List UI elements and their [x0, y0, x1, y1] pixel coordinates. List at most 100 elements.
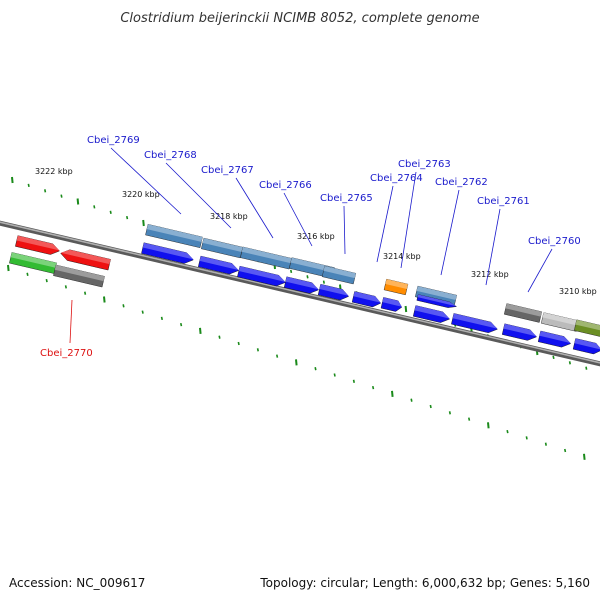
gene-block-orange-shine — [385, 279, 408, 289]
gene-label-cbei-2767[interactable]: Cbei_2767 — [201, 165, 254, 176]
cds-arrow[interactable] — [501, 323, 538, 342]
scale-label: 3218 kbp — [210, 212, 248, 221]
inner-scale-tick — [218, 335, 221, 339]
backbone-highlight — [0, 221, 600, 364]
cds-arrow[interactable] — [451, 313, 498, 334]
gene-label-cbei-2769[interactable]: Cbei_2769 — [87, 135, 140, 146]
scale-label: 3212 kbp — [471, 270, 509, 279]
outer-scale-tick — [306, 275, 309, 279]
gene-block-gray-shine — [54, 264, 105, 282]
outer-scale-tick — [93, 205, 96, 209]
inner-scale-tick — [352, 379, 355, 383]
gene-label-cbei-2764[interactable]: Cbei_2764 — [370, 173, 423, 184]
gene-block-red[interactable] — [59, 248, 111, 271]
gene-block-blue-shine — [202, 238, 243, 253]
cds-arrow[interactable] — [198, 255, 239, 276]
gene-block-blue[interactable] — [240, 246, 292, 270]
inner-scale-tick — [564, 448, 567, 453]
gene-features — [9, 224, 600, 355]
outer-scale-tick — [568, 361, 571, 365]
gene-label-cbei-2763[interactable]: Cbei_2763 — [398, 159, 451, 170]
cds-arrow-shine — [285, 276, 319, 290]
inner-scale-tick — [468, 417, 471, 421]
gene-block-gray[interactable] — [53, 264, 105, 288]
cds-arrow-shine — [574, 338, 600, 350]
gene-leader-line — [69, 299, 73, 344]
outer-scale-tick — [585, 366, 588, 370]
gene-block-blue[interactable] — [201, 237, 243, 259]
gene-block-gray[interactable] — [503, 303, 543, 323]
inner-scale-tick — [314, 367, 317, 371]
outer-scale-tick — [27, 183, 30, 188]
gene-block-lightgray[interactable] — [540, 312, 580, 332]
gene-block-blue-shine — [241, 246, 292, 264]
cds-arrow[interactable] — [283, 276, 320, 295]
outer-scale-tick — [322, 280, 325, 284]
outer-scale-tick — [552, 355, 555, 360]
scale-label: 3214 kbp — [383, 252, 421, 261]
cds-arrow-shine — [238, 266, 286, 282]
cds-arrow[interactable] — [572, 338, 600, 355]
cds-arrow-shine — [452, 313, 498, 329]
inner-scale-tick — [544, 442, 547, 446]
gene-label-cbei-2761[interactable]: Cbei_2761 — [477, 196, 530, 207]
gene-block-blue-shine — [323, 265, 356, 279]
cds-arrow[interactable] — [416, 294, 458, 310]
gene-block-olive-shine — [575, 319, 600, 333]
cds-arrow[interactable] — [317, 283, 350, 302]
cds-arrow[interactable] — [537, 330, 572, 349]
gene-block-blue-shine — [146, 224, 203, 242]
outer-scale-tick — [60, 194, 63, 198]
scale-label: 3220 kbp — [122, 190, 160, 199]
gene-label-cbei-2768[interactable]: Cbei_2768 — [144, 150, 197, 161]
inner-scale-tick — [487, 422, 490, 429]
gene-block-blue-shine — [290, 257, 335, 273]
inner-scale-tick — [295, 359, 298, 366]
scale-label: 3216 kbp — [297, 232, 335, 241]
cds-arrow[interactable] — [380, 297, 403, 312]
gene-leader-line — [343, 205, 346, 255]
gene-block-red-shine — [60, 249, 111, 265]
inner-scale-tick — [448, 411, 451, 415]
gene-leader-line — [485, 208, 501, 286]
cds-arrow-shine — [353, 291, 381, 303]
outer-scale-tick — [142, 219, 145, 227]
inner-scale-tick — [160, 316, 163, 321]
outer-scale-tick — [126, 215, 129, 220]
cds-arrow-shine — [503, 323, 537, 337]
inner-scale-tick — [429, 404, 432, 409]
gene-leader-line — [527, 248, 553, 293]
gene-block-blue[interactable] — [321, 265, 357, 285]
cds-arrow-shine — [199, 256, 239, 271]
gene-leader-line — [110, 147, 182, 215]
inner-scale-tick — [45, 278, 48, 283]
genome-backbone — [0, 220, 600, 367]
inner-scale-tick — [122, 304, 125, 308]
gene-block-red[interactable] — [15, 235, 60, 257]
gene-block-orange[interactable] — [383, 278, 409, 296]
gene-block-green[interactable] — [9, 252, 57, 274]
inner-scale-tick — [141, 310, 144, 314]
gene-block-green-shine — [10, 252, 57, 268]
outer-scale-tick — [76, 198, 80, 205]
gene-block-red-shine — [16, 235, 60, 251]
inner-scale-tick — [180, 322, 183, 327]
gene-block-olive[interactable] — [573, 319, 600, 339]
inner-scale-tick — [199, 327, 202, 334]
cds-arrow[interactable] — [237, 265, 286, 288]
gene-label-cbei-2770[interactable]: Cbei_2770 — [40, 348, 93, 359]
gene-label-cbei-2766[interactable]: Cbei_2766 — [259, 180, 312, 191]
inner-scale-tick — [64, 285, 67, 289]
gene-block-gray-shine — [505, 303, 542, 317]
cds-arrow[interactable] — [351, 291, 382, 308]
inner-scale-tick — [256, 348, 259, 352]
gene-block-blue[interactable] — [145, 224, 203, 248]
cds-arrow-shine — [539, 330, 571, 344]
cds-arrow[interactable] — [412, 305, 451, 325]
cds-arrow[interactable] — [141, 242, 194, 266]
gene-label-cbei-2765[interactable]: Cbei_2765 — [320, 193, 373, 204]
gene-label-cbei-2762[interactable]: Cbei_2762 — [435, 177, 488, 188]
inner-scale-tick — [372, 385, 375, 390]
gene-label-cbei-2760[interactable]: Cbei_2760 — [528, 236, 581, 247]
